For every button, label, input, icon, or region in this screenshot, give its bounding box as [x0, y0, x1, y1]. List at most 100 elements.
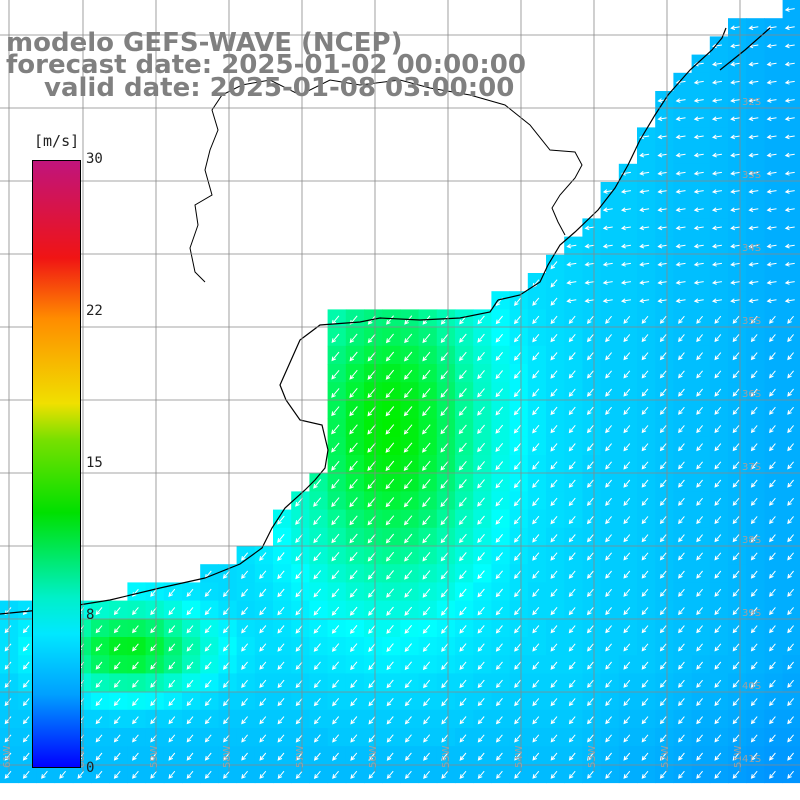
wind-arrow — [495, 606, 503, 616]
wind-arrow — [659, 406, 667, 415]
wind-arrow — [620, 225, 631, 231]
wind-arrow — [714, 570, 722, 579]
wind-arrow — [259, 770, 267, 779]
wind-arrow — [440, 552, 449, 562]
wind-arrow — [784, 25, 795, 31]
wind-arrow — [787, 443, 794, 452]
wind-arrow — [368, 679, 376, 689]
wind-arrow — [641, 315, 649, 324]
wind-arrow — [748, 80, 759, 85]
wind-arrow — [350, 716, 358, 725]
wind-arrow — [784, 152, 795, 158]
colorbar-tick-22: 22 — [86, 303, 103, 319]
wind-arrow — [495, 333, 503, 343]
wind-arrow — [675, 280, 686, 285]
wind-arrow — [568, 497, 576, 507]
wind-arrow — [714, 479, 722, 488]
wind-arrow — [422, 460, 431, 471]
wind-arrow — [331, 588, 340, 598]
wind-arrow — [132, 679, 139, 688]
wind-arrow — [495, 643, 503, 652]
wind-arrow — [477, 315, 485, 325]
wind-arrow — [441, 625, 449, 634]
wind-arrow — [368, 752, 376, 761]
wind-arrow — [787, 534, 794, 543]
wind-arrow — [693, 243, 704, 249]
wind-arrow — [784, 298, 795, 304]
wind-arrow — [732, 461, 740, 470]
wind-arrow — [766, 280, 777, 285]
wind-arrow — [675, 116, 686, 122]
wind-arrow — [513, 479, 522, 489]
wind-arrow — [584, 298, 595, 304]
wind-arrow — [514, 643, 522, 652]
wind-arrow — [787, 479, 794, 488]
wind-arrow — [550, 625, 558, 634]
wind-arrow — [696, 479, 703, 488]
wind-arrow — [223, 770, 230, 779]
wind-arrow — [711, 298, 722, 304]
wind-arrow — [750, 479, 758, 488]
wind-arrow — [458, 533, 467, 544]
wind-arrow — [204, 679, 212, 689]
wind-arrow — [711, 243, 722, 249]
wind-arrow — [787, 625, 794, 634]
title-valid-date: valid date: 2025-01-08 03:00:00 — [44, 73, 515, 103]
wind-arrow — [787, 716, 794, 725]
wind-arrow — [22, 661, 30, 670]
wind-arrow — [623, 770, 631, 779]
wind-arrow — [678, 534, 685, 543]
wind-arrow — [568, 570, 576, 579]
wind-arrow — [222, 679, 230, 689]
wind-arrow — [732, 570, 740, 579]
wind-arrow — [277, 625, 285, 634]
wind-arrow — [441, 752, 449, 761]
wind-arrow — [349, 442, 358, 453]
grid-labels: 32S 33S 34S 35S 36S 37S 38S 39S 40S 41S 61W 60W 59W 5… — [2, 97, 761, 768]
wind-arrow — [514, 698, 521, 707]
wind-arrow — [204, 752, 212, 761]
wind-arrow — [349, 606, 358, 616]
wind-arrow — [259, 679, 267, 689]
lon-label: 55W — [441, 745, 452, 768]
wind-arrow — [459, 625, 467, 634]
wind-arrow — [168, 679, 176, 688]
wind-arrow — [623, 370, 631, 379]
wind-arrow — [748, 61, 759, 67]
wind-arrow — [259, 625, 267, 634]
wind-arrow — [620, 189, 631, 194]
wind-arrow — [730, 43, 741, 49]
wind-arrow — [696, 406, 703, 415]
wind-arrow — [730, 262, 741, 267]
wind-arrow — [730, 189, 741, 194]
wind-arrow — [641, 497, 649, 506]
wind-arrow — [403, 442, 413, 453]
wind-arrow — [714, 588, 722, 597]
wind-arrow — [641, 461, 649, 470]
wind-arrow — [714, 425, 722, 434]
wind-arrow — [696, 643, 703, 652]
wind-arrow — [495, 461, 504, 471]
wind-arrow — [367, 533, 376, 544]
wind-arrow — [568, 716, 576, 725]
wind-arrow — [750, 388, 758, 397]
wind-arrow — [675, 298, 686, 304]
wind-arrow — [568, 661, 576, 670]
wind-arrow — [459, 588, 467, 598]
wind-arrow — [513, 388, 522, 398]
wind-arrow — [714, 679, 722, 688]
wind-arrow — [659, 552, 667, 561]
wind-arrow — [605, 388, 612, 397]
wind-arrow — [313, 697, 321, 707]
wind-arrow — [784, 280, 795, 285]
wind-arrow — [514, 734, 521, 743]
wind-arrow — [641, 698, 649, 707]
wind-arrow — [657, 171, 668, 176]
wind-arrow — [367, 460, 376, 472]
wind-arrow — [404, 697, 412, 707]
wind-arrow — [440, 442, 449, 453]
wind-arrow — [77, 770, 85, 779]
wind-arrow — [367, 497, 376, 508]
lat-label: 36S — [742, 389, 761, 400]
wind-arrow — [678, 625, 685, 634]
